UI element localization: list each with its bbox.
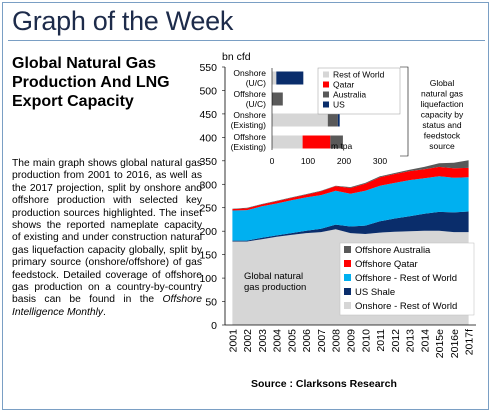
inset-legend-label: Rest of World (333, 70, 385, 80)
inset-x-tick-label: 300 (373, 156, 387, 166)
x-tick-label: 2013 (405, 329, 417, 353)
inset-category-label: Offshore (U/C) (234, 89, 267, 109)
x-tick-label: 2011 (375, 329, 387, 352)
inset-annotation: Global natural gas liquefaction capacity by… (420, 78, 464, 151)
inset-legend-label: Australia (333, 90, 366, 100)
x-tick-label: 2008 (331, 329, 343, 353)
inset-x-tick-label: 0 (270, 156, 275, 166)
inset-x-tick-label: 200 (337, 156, 351, 166)
inset-category-label: Onshore (U/C) (233, 68, 266, 88)
y-tick-label: 150 (199, 250, 217, 262)
legend-label: Onshore - Rest of World (355, 301, 457, 312)
inset-bracket (400, 66, 409, 157)
inset-bar-segment (276, 71, 304, 85)
x-tick-label: 2007 (316, 329, 328, 353)
x-tick-label: 2006 (301, 329, 313, 353)
x-tick-label: 2009 (346, 329, 358, 353)
inset-legend-label: US (333, 100, 345, 110)
inset-category-label: Onshore (Existing) (231, 110, 267, 130)
x-tick-label: 2005 (286, 329, 298, 353)
x-tick-label: 2010 (360, 329, 372, 353)
legend-label: Offshore Qatar (355, 259, 418, 270)
y-tick-label: 400 (199, 132, 217, 144)
y-tick-label: 450 (199, 109, 217, 121)
legend-label: Offshore Australia (355, 245, 431, 256)
page-title: Graph of the Week (12, 6, 234, 36)
x-tick-label: 2003 (257, 329, 269, 353)
main-legend-box (339, 242, 475, 316)
legend-swatch (344, 302, 351, 309)
x-tick-label: 2016e (449, 329, 461, 358)
y-tick-label: 500 (199, 85, 217, 97)
y-tick-label: 100 (199, 273, 217, 285)
inset-legend-label: Qatar (333, 80, 354, 90)
x-tick-label: 2014 (419, 329, 431, 353)
inset-legend-swatch (323, 81, 329, 88)
inset-x-tick-label: 100 (301, 156, 315, 166)
legend-swatch (344, 288, 351, 295)
area-series (232, 160, 469, 210)
y-tick-label: 0 (211, 320, 217, 332)
y-tick-label: 300 (199, 179, 217, 191)
legend-swatch (344, 246, 351, 253)
legend-swatch (344, 260, 351, 267)
title-divider (8, 40, 485, 41)
inset-bar-segment (337, 113, 340, 127)
legend-label: Offshore - Rest of World (355, 273, 457, 284)
legend-label: US Shale (355, 287, 395, 298)
article-body-text: The main graph shows global natural gas … (12, 158, 202, 306)
article-body-italic: Offshore Intelligence Monthly (12, 294, 202, 318)
inset-bar-segment (327, 113, 338, 127)
page-frame (2, 2, 489, 410)
y-axis-label: bn cfd (222, 51, 251, 63)
inset-bar-segment (272, 71, 277, 85)
y-tick-label: 50 (205, 297, 217, 309)
article-headline: Global Natural Gas Production And LNG Ex… (12, 55, 170, 110)
inset-legend-swatch (323, 91, 329, 98)
article-body-end: . (103, 306, 106, 318)
y-tick-label: 550 (199, 62, 217, 74)
source-caption: Source : Clarksons Research (251, 378, 397, 390)
y-tick-label: 200 (199, 226, 217, 238)
x-tick-label: 2001 (227, 329, 239, 353)
inset-bar-segment (272, 92, 283, 106)
inset-bar-segment (272, 135, 303, 149)
x-tick-label: 2017f (464, 329, 476, 355)
y-tick-label: 250 (199, 203, 217, 215)
inset-bar-segment (330, 135, 343, 149)
area-series (232, 166, 469, 211)
article-body: The main graph shows global natural gas … (12, 158, 202, 319)
area-series (232, 176, 469, 241)
y-tick-label: 350 (199, 156, 217, 168)
inset-bar-segment (302, 135, 331, 149)
legend-swatch (344, 274, 351, 281)
x-tick-label: 2002 (242, 329, 254, 353)
inset-legend-swatch (323, 101, 329, 108)
inset-unit-label: m tpa (331, 141, 353, 151)
inset-category-label: Offshore (Existing) (231, 132, 267, 152)
x-tick-label: 2015e (434, 329, 446, 358)
area-annotation: Global natural gas production (244, 271, 306, 293)
inset-legend-swatch (323, 71, 329, 78)
inset-legend-box (317, 67, 401, 115)
x-tick-label: 2012 (390, 329, 402, 353)
inset-bar-segment (272, 113, 328, 127)
x-tick-label: 2004 (272, 329, 284, 353)
